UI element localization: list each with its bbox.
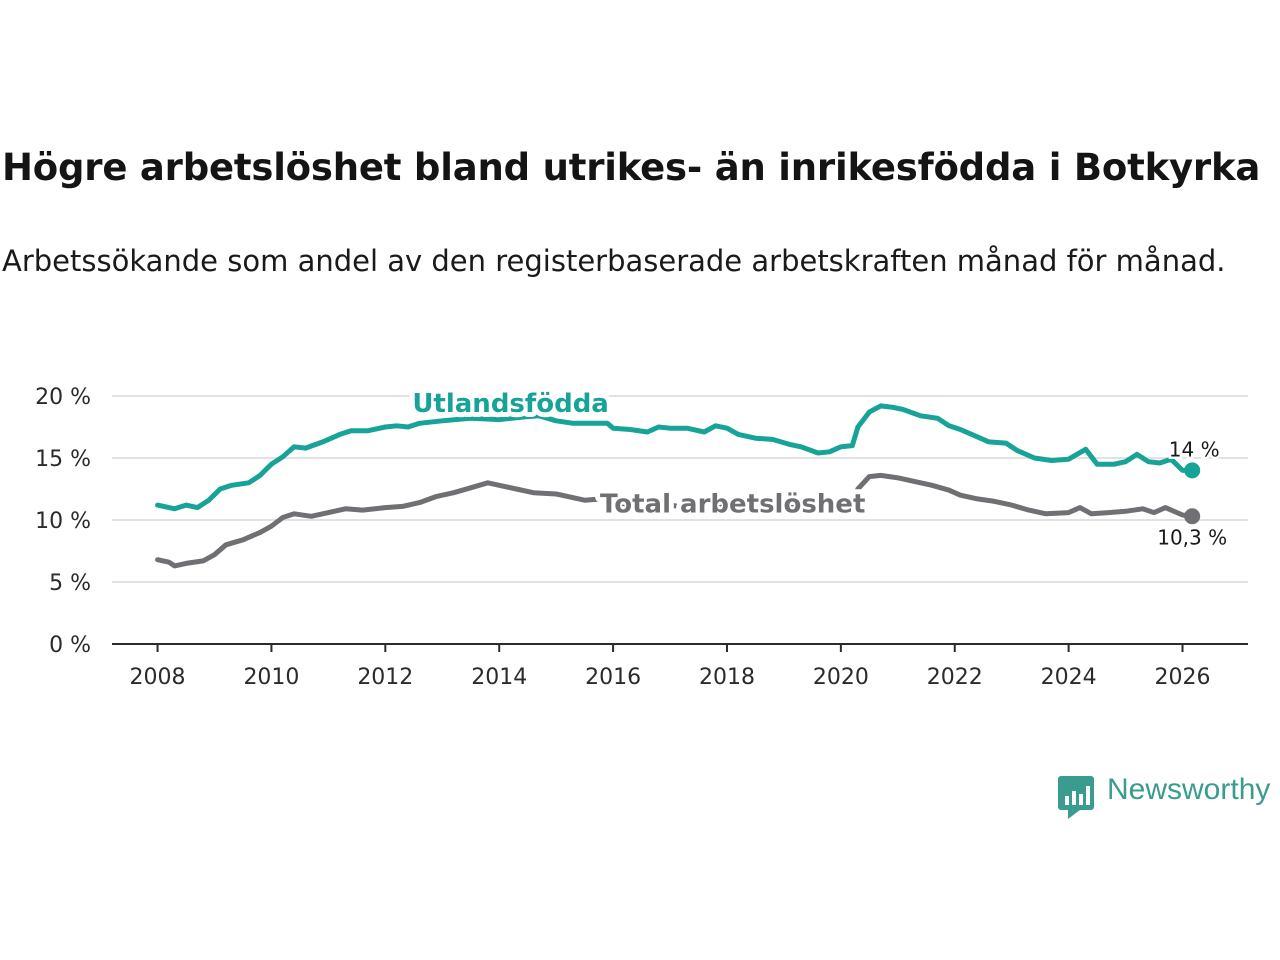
- chart-subtitle: Arbetssökande som andel av den registerb…: [2, 244, 1226, 278]
- y-tick-label: 15 %: [35, 447, 91, 472]
- series-labels: Utlandsfödda 14 % Total arbetslöshet 10,3 %: [407, 384, 1229, 552]
- newsworthy-logo-icon: [1058, 776, 1094, 819]
- series-label-1: Total arbetslöshet: [600, 490, 865, 520]
- x-tick-label: 2024: [1041, 665, 1097, 690]
- y-tick-label: 5 %: [49, 571, 91, 596]
- x-tick-label: 2010: [243, 665, 299, 690]
- series-end-label-1: 10,3 %: [1157, 525, 1227, 549]
- series-lines: [155, 403, 1201, 569]
- y-tick-label: 20 %: [35, 385, 91, 410]
- series-end-label-0: 14 %: [1169, 437, 1220, 461]
- chart-title: Högre arbetslöshet bland utrikes- än inr…: [2, 146, 1261, 189]
- series-line-1: [155, 472, 1195, 569]
- brand-name: Newsworthy: [1107, 773, 1271, 806]
- y-axis-ticks: 0 % 5 % 10 % 15 % 20 %: [35, 385, 91, 658]
- y-tick-label: 10 %: [35, 509, 91, 534]
- x-tick-label: 2022: [927, 665, 983, 690]
- x-tick-label: 2026: [1155, 665, 1211, 690]
- line-chart: 0 %5 %10 %15 %20 % 2008 2010 2012 2014 2016 2…: [35, 384, 1248, 690]
- series-end-dot-0: [1184, 462, 1201, 479]
- x-tick-label: 2020: [813, 665, 869, 690]
- series-line-0: [155, 403, 1195, 512]
- y-tick-label: 0 %: [49, 633, 91, 658]
- x-tick-label: 2012: [357, 665, 413, 690]
- x-axis-ticks: 2008 2010 2012 2014 2016 2018 2020 2022 2024 2026: [130, 644, 1211, 690]
- x-tick-label: 2018: [699, 665, 755, 690]
- x-tick-label: 2008: [130, 665, 186, 690]
- x-tick-label: 2014: [471, 665, 527, 690]
- x-tick-label: 2016: [585, 665, 641, 690]
- series-end-dot-1: [1184, 508, 1201, 525]
- series-label-0: Utlandsfödda: [412, 389, 609, 419]
